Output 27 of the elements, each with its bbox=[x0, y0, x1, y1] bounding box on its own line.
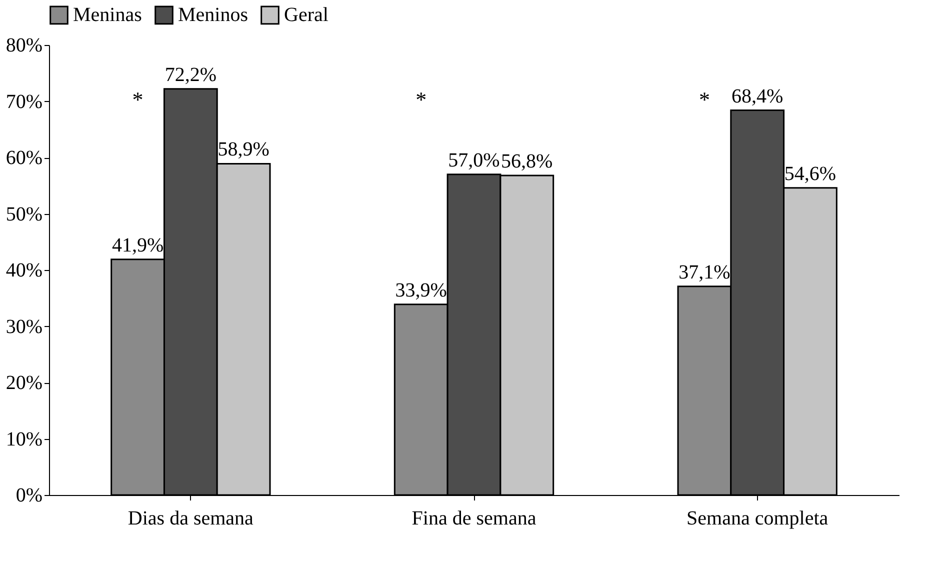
legend-label: Meninos bbox=[178, 4, 248, 26]
y-tick-label: 30% bbox=[6, 316, 42, 338]
y-tick-label: 10% bbox=[6, 428, 42, 450]
annotation: * bbox=[416, 87, 427, 112]
data-label: 57,0% bbox=[448, 149, 500, 172]
y-tick-label: 40% bbox=[6, 260, 42, 282]
data-label: 37,1% bbox=[678, 261, 730, 284]
data-label: 58,9% bbox=[218, 138, 270, 161]
x-tick-label: Dias da semana bbox=[128, 508, 254, 530]
y-tick-label: 50% bbox=[6, 203, 42, 226]
annotation: * bbox=[698, 87, 710, 112]
data-label: 54,6% bbox=[784, 162, 836, 185]
x-tick-label: Fina de semana bbox=[412, 508, 536, 530]
y-tick-label: 20% bbox=[6, 372, 42, 394]
data-label: 33,9% bbox=[395, 279, 447, 302]
y-tick-label: 80% bbox=[6, 34, 42, 56]
data-label: 68,4% bbox=[731, 85, 784, 108]
y-tick-label: 0% bbox=[16, 484, 42, 506]
data-label: 41,9% bbox=[112, 234, 164, 256]
data-label: 72,2% bbox=[164, 64, 217, 86]
legend-label: Meninas bbox=[73, 4, 142, 26]
annotation: * bbox=[132, 87, 144, 112]
legend-label: Geral bbox=[284, 4, 329, 26]
x-tick-label: Semana completa bbox=[686, 508, 828, 530]
data-label: 56,8% bbox=[501, 150, 553, 172]
y-tick-label: 60% bbox=[6, 147, 42, 169]
y-tick-label: 70% bbox=[6, 90, 42, 113]
